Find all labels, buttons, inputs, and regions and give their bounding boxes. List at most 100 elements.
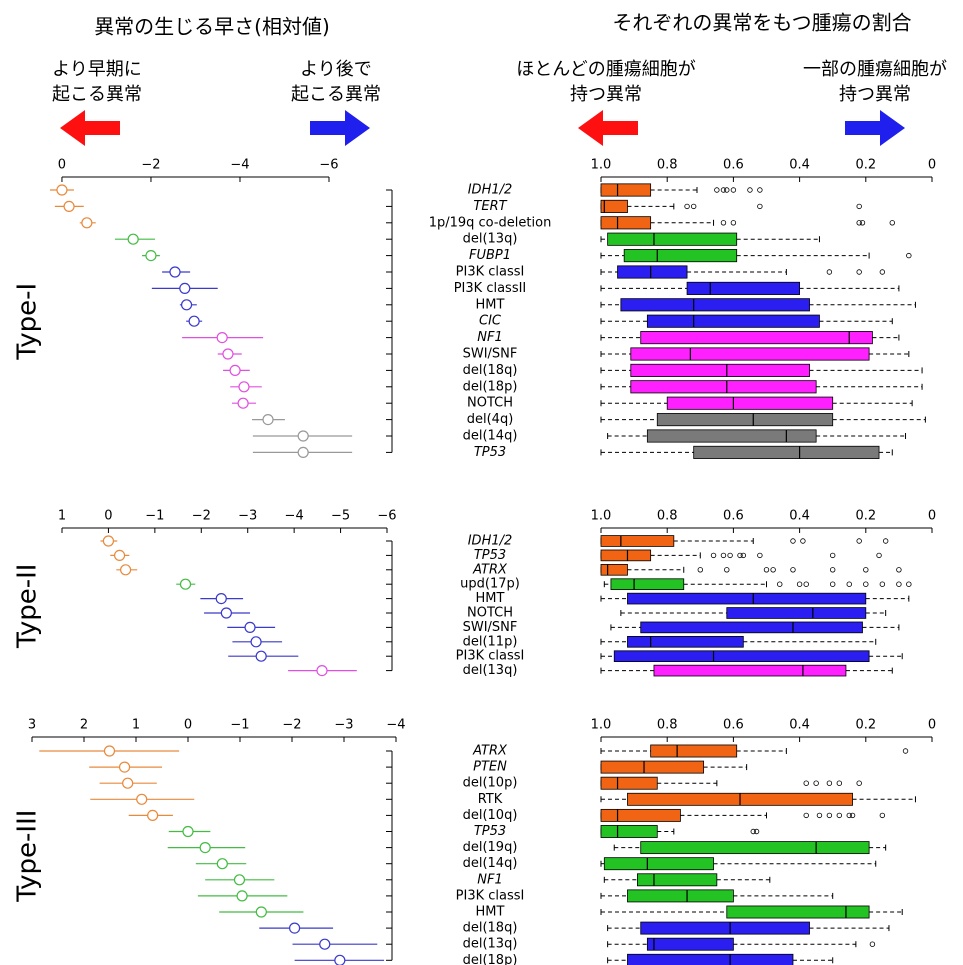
arrow — [845, 110, 905, 146]
box-tick-label: 0.8 — [657, 509, 678, 524]
box — [630, 363, 810, 377]
x-tick-label: 0 — [184, 718, 192, 733]
x-tick-label: −3 — [334, 718, 353, 733]
box — [623, 249, 738, 263]
panel-title: Type-I — [13, 283, 43, 361]
x-tick-label: 2 — [80, 718, 88, 733]
estimate-point — [136, 793, 148, 805]
box — [607, 232, 738, 246]
outlier — [869, 941, 876, 947]
row-label: del(14q) — [463, 429, 518, 444]
outlier — [856, 220, 862, 226]
row-label: NOTCH — [467, 396, 513, 411]
row-label: PI3K classII — [454, 281, 527, 296]
x-tick-label: −2 — [282, 718, 301, 733]
box — [627, 889, 734, 903]
x-tick-label: −4 — [386, 718, 405, 733]
outlier — [826, 780, 833, 786]
outlier — [856, 780, 862, 786]
row-label: del(14q) — [463, 856, 518, 871]
box — [630, 380, 817, 394]
outlier — [879, 581, 886, 587]
outlier — [830, 552, 836, 559]
estimate-point — [147, 809, 159, 822]
box — [640, 331, 873, 345]
outlier — [816, 812, 823, 819]
box-tick-label: 0.2 — [855, 158, 876, 173]
estimate-point — [319, 938, 331, 950]
estimate-point — [236, 890, 248, 902]
box-tick-label: 0.6 — [723, 718, 744, 733]
estimate-point — [127, 233, 139, 245]
arrow-label: 一部の腫瘍細胞が — [803, 59, 947, 80]
estimate-point — [250, 636, 262, 648]
box — [600, 199, 628, 213]
outlier — [803, 812, 809, 819]
panel-title: Type-III — [13, 810, 43, 903]
arrow-label: ほとんどの腫瘍細胞が — [516, 59, 695, 80]
box — [600, 564, 628, 576]
outlier — [859, 220, 866, 226]
right-title: それぞれの異常をもつ腫瘍の割合 — [612, 11, 911, 35]
outlier — [813, 780, 819, 786]
arrow-label: 起こる異常 — [291, 84, 381, 105]
estimate-point — [81, 217, 93, 229]
arrow — [310, 110, 370, 146]
row-label: del(18p) — [463, 379, 518, 394]
outlier — [846, 812, 852, 819]
row-label: SWI/SNF — [463, 620, 518, 635]
outlier — [796, 581, 803, 587]
box-tick-label: 0.6 — [723, 158, 744, 173]
row-label: del(19q) — [463, 840, 518, 855]
box — [640, 841, 870, 855]
outlier — [727, 552, 733, 559]
box-tick-label: 1.0 — [591, 158, 612, 173]
box — [646, 429, 817, 443]
box — [600, 549, 652, 562]
box — [650, 744, 738, 758]
outlier — [724, 187, 730, 193]
row-label: IDH1/2 — [468, 534, 513, 549]
row-label: del(10p) — [463, 776, 518, 791]
outlier — [737, 552, 743, 559]
x-tick-label: −4 — [230, 158, 249, 173]
box — [600, 808, 681, 822]
box — [646, 937, 734, 951]
outlier — [757, 203, 763, 210]
box — [617, 265, 688, 279]
estimate-point — [244, 621, 256, 634]
estimate-point — [289, 922, 301, 934]
estimate-point — [229, 364, 241, 376]
estimate-point — [182, 825, 194, 838]
box — [640, 621, 863, 634]
x-tick-label: −6 — [377, 509, 396, 524]
box — [630, 347, 870, 361]
x-tick-label: 0 — [58, 158, 66, 173]
box — [603, 857, 714, 871]
box — [726, 905, 870, 919]
estimate-point — [216, 332, 228, 344]
outlier — [763, 567, 770, 573]
box — [627, 953, 794, 965]
box — [627, 636, 744, 648]
estimate-point — [118, 761, 131, 773]
row-label: del(13q) — [463, 663, 518, 678]
outlier — [740, 552, 747, 559]
arrow-label: 持つ異常 — [839, 84, 911, 105]
estimate-point — [297, 430, 309, 442]
outlier — [730, 187, 737, 193]
estimate-point — [199, 841, 211, 854]
row-label: del(4q) — [467, 412, 514, 427]
box — [600, 760, 705, 774]
row-label: del(18p) — [463, 953, 518, 965]
outlier — [720, 552, 727, 559]
box — [600, 776, 658, 790]
outlier — [896, 581, 902, 587]
box-tick-label: 1.0 — [591, 718, 612, 733]
estimate-point — [255, 906, 267, 918]
row-label: del(13q) — [463, 937, 518, 952]
outlier — [770, 567, 776, 573]
outlier — [720, 187, 727, 193]
x-tick-label: 3 — [28, 718, 36, 733]
box-tick-label: 0 — [928, 718, 936, 733]
